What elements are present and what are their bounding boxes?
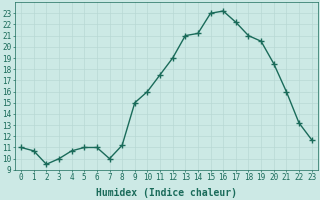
X-axis label: Humidex (Indice chaleur): Humidex (Indice chaleur) xyxy=(96,188,237,198)
